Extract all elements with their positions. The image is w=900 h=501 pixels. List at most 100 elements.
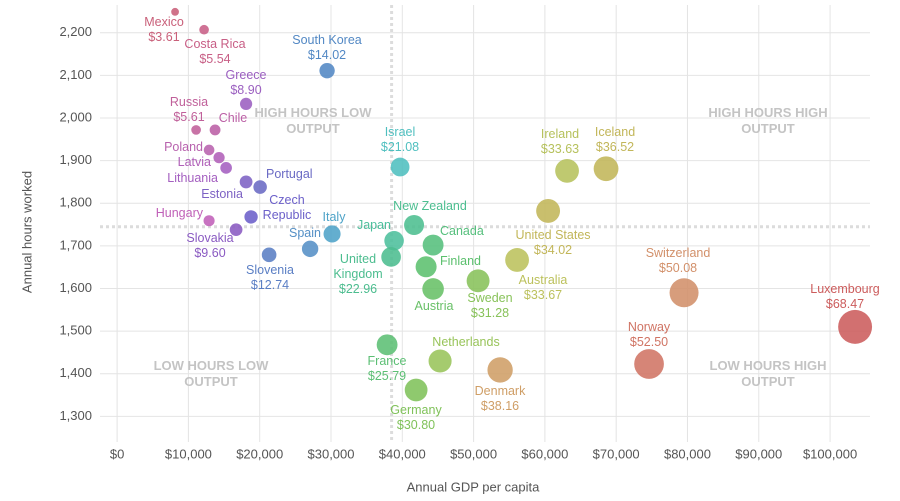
point-label: Mexico $3.61 (144, 15, 184, 45)
point-label: United Kingdom $22.96 (328, 252, 388, 297)
country-name: Canada (440, 224, 484, 238)
country-name: Austria (414, 299, 454, 313)
value-label: $3.61 (148, 30, 180, 44)
country-name: Greece (225, 68, 267, 82)
quadrant-text: HIGH HOURS LOW OUTPUT (254, 105, 372, 136)
country-name: Netherlands (432, 335, 500, 349)
bubble (213, 152, 225, 164)
country-name: Israel (384, 125, 416, 139)
bubble (390, 157, 410, 177)
point-label: Iceland $36.52 (595, 125, 635, 155)
point-label: Russia $5.61 (170, 95, 208, 125)
bubble (229, 223, 243, 237)
bubble (404, 378, 428, 402)
country-name: Ireland (540, 127, 580, 141)
country-name: Portugal (266, 167, 313, 181)
bubble (422, 278, 444, 300)
bubble (404, 214, 425, 235)
country-name: Poland (164, 140, 203, 154)
point-label: Denmark $38.16 (475, 384, 526, 414)
bubble (323, 225, 341, 243)
bubble (191, 125, 201, 135)
point-label: Ireland $33.63 (541, 127, 579, 157)
bubble (220, 162, 232, 174)
y-tick-label: 1,900 (59, 152, 92, 167)
bubble (301, 240, 319, 258)
point-label: Slovenia $12.74 (246, 263, 294, 293)
y-tick-label: 1,700 (59, 237, 92, 252)
point-label: Japan (357, 218, 391, 233)
quadrant-label: HIGH HOURS HIGH OUTPUT (708, 105, 828, 137)
point-label: New Zealand (393, 199, 467, 214)
point-label: Sweden $31.28 (467, 291, 512, 321)
country-name: Estonia (201, 187, 243, 201)
point-label: South Korea $14.02 (292, 33, 362, 63)
value-label: $33.67 (523, 288, 563, 302)
country-name: Lithuania (167, 171, 218, 185)
x-tick-label: $70,000 (593, 446, 640, 461)
bubble (428, 349, 452, 373)
point-label: Austria (415, 299, 454, 314)
country-name: New Zealand (393, 199, 467, 213)
y-tick-label: 2,100 (59, 67, 92, 82)
x-tick-label: $20,000 (236, 446, 283, 461)
bubble (381, 247, 401, 267)
point-label: United States $34.02 (515, 228, 590, 258)
country-name: Germany (390, 403, 442, 417)
bubble (838, 309, 873, 344)
x-tick-label: $10,000 (165, 446, 212, 461)
bubble (593, 156, 619, 182)
point-label: Czech Republic (257, 193, 317, 223)
country-name: Slovakia (186, 231, 234, 245)
country-name: Japan (356, 218, 391, 232)
quadrant-text: LOW HOURS HIGH OUTPUT (709, 358, 827, 389)
quadrant-text: HIGH HOURS HIGH OUTPUT (708, 105, 828, 136)
point-label: France $25.79 (368, 354, 407, 384)
country-name: South Korea (292, 33, 362, 47)
y-tick-label: 2,000 (59, 109, 92, 124)
country-name: Finland (440, 254, 481, 268)
value-label: $22.96 (338, 282, 378, 296)
bubble (634, 349, 664, 379)
grid (100, 5, 870, 442)
y-tick-label: 1,300 (59, 408, 92, 423)
bubble (319, 62, 335, 79)
x-axis-title: Annual GDP per capita (407, 479, 540, 494)
value-label: $34.02 (533, 243, 573, 257)
country-name: Latvia (177, 155, 211, 169)
point-label: Portugal (266, 167, 313, 182)
bubble (376, 334, 398, 356)
x-tick-label: $90,000 (735, 446, 782, 461)
value-label: $33.63 (540, 142, 580, 156)
point-label: Norway $52.50 (628, 320, 670, 350)
bubble (261, 247, 277, 263)
y-axis-title: Annual hours worked (19, 171, 34, 293)
point-label: Israel $21.08 (381, 125, 419, 155)
x-tick-label: $30,000 (308, 446, 355, 461)
y-tick-label: 1,400 (59, 365, 92, 380)
point-label: Latvia (178, 155, 211, 170)
point-label: Slovakia $9.60 (186, 231, 233, 261)
country-name: Slovenia (246, 263, 294, 277)
bubble (384, 230, 404, 251)
bubble (669, 278, 699, 308)
country-name: Luxembourg (810, 282, 880, 296)
value-label: $25.79 (367, 369, 407, 383)
point-label: Australia $33.67 (519, 273, 568, 303)
country-name: Denmark (474, 384, 526, 398)
bubble (415, 256, 437, 278)
point-label: Hungary (156, 206, 203, 221)
bubble (422, 234, 444, 256)
bubble (244, 210, 258, 224)
point-label: Canada (440, 224, 484, 239)
x-tick-label: $40,000 (379, 446, 426, 461)
x-tick-label: $100,000 (803, 446, 857, 461)
country-name: Mexico (144, 15, 184, 29)
value-label: $52.50 (629, 335, 669, 349)
country-name: Costa Rica (184, 37, 246, 51)
point-label: Chile (219, 111, 248, 126)
country-name: Italy (322, 210, 346, 224)
country-name: France (367, 354, 407, 368)
country-name: Australia (518, 273, 568, 287)
